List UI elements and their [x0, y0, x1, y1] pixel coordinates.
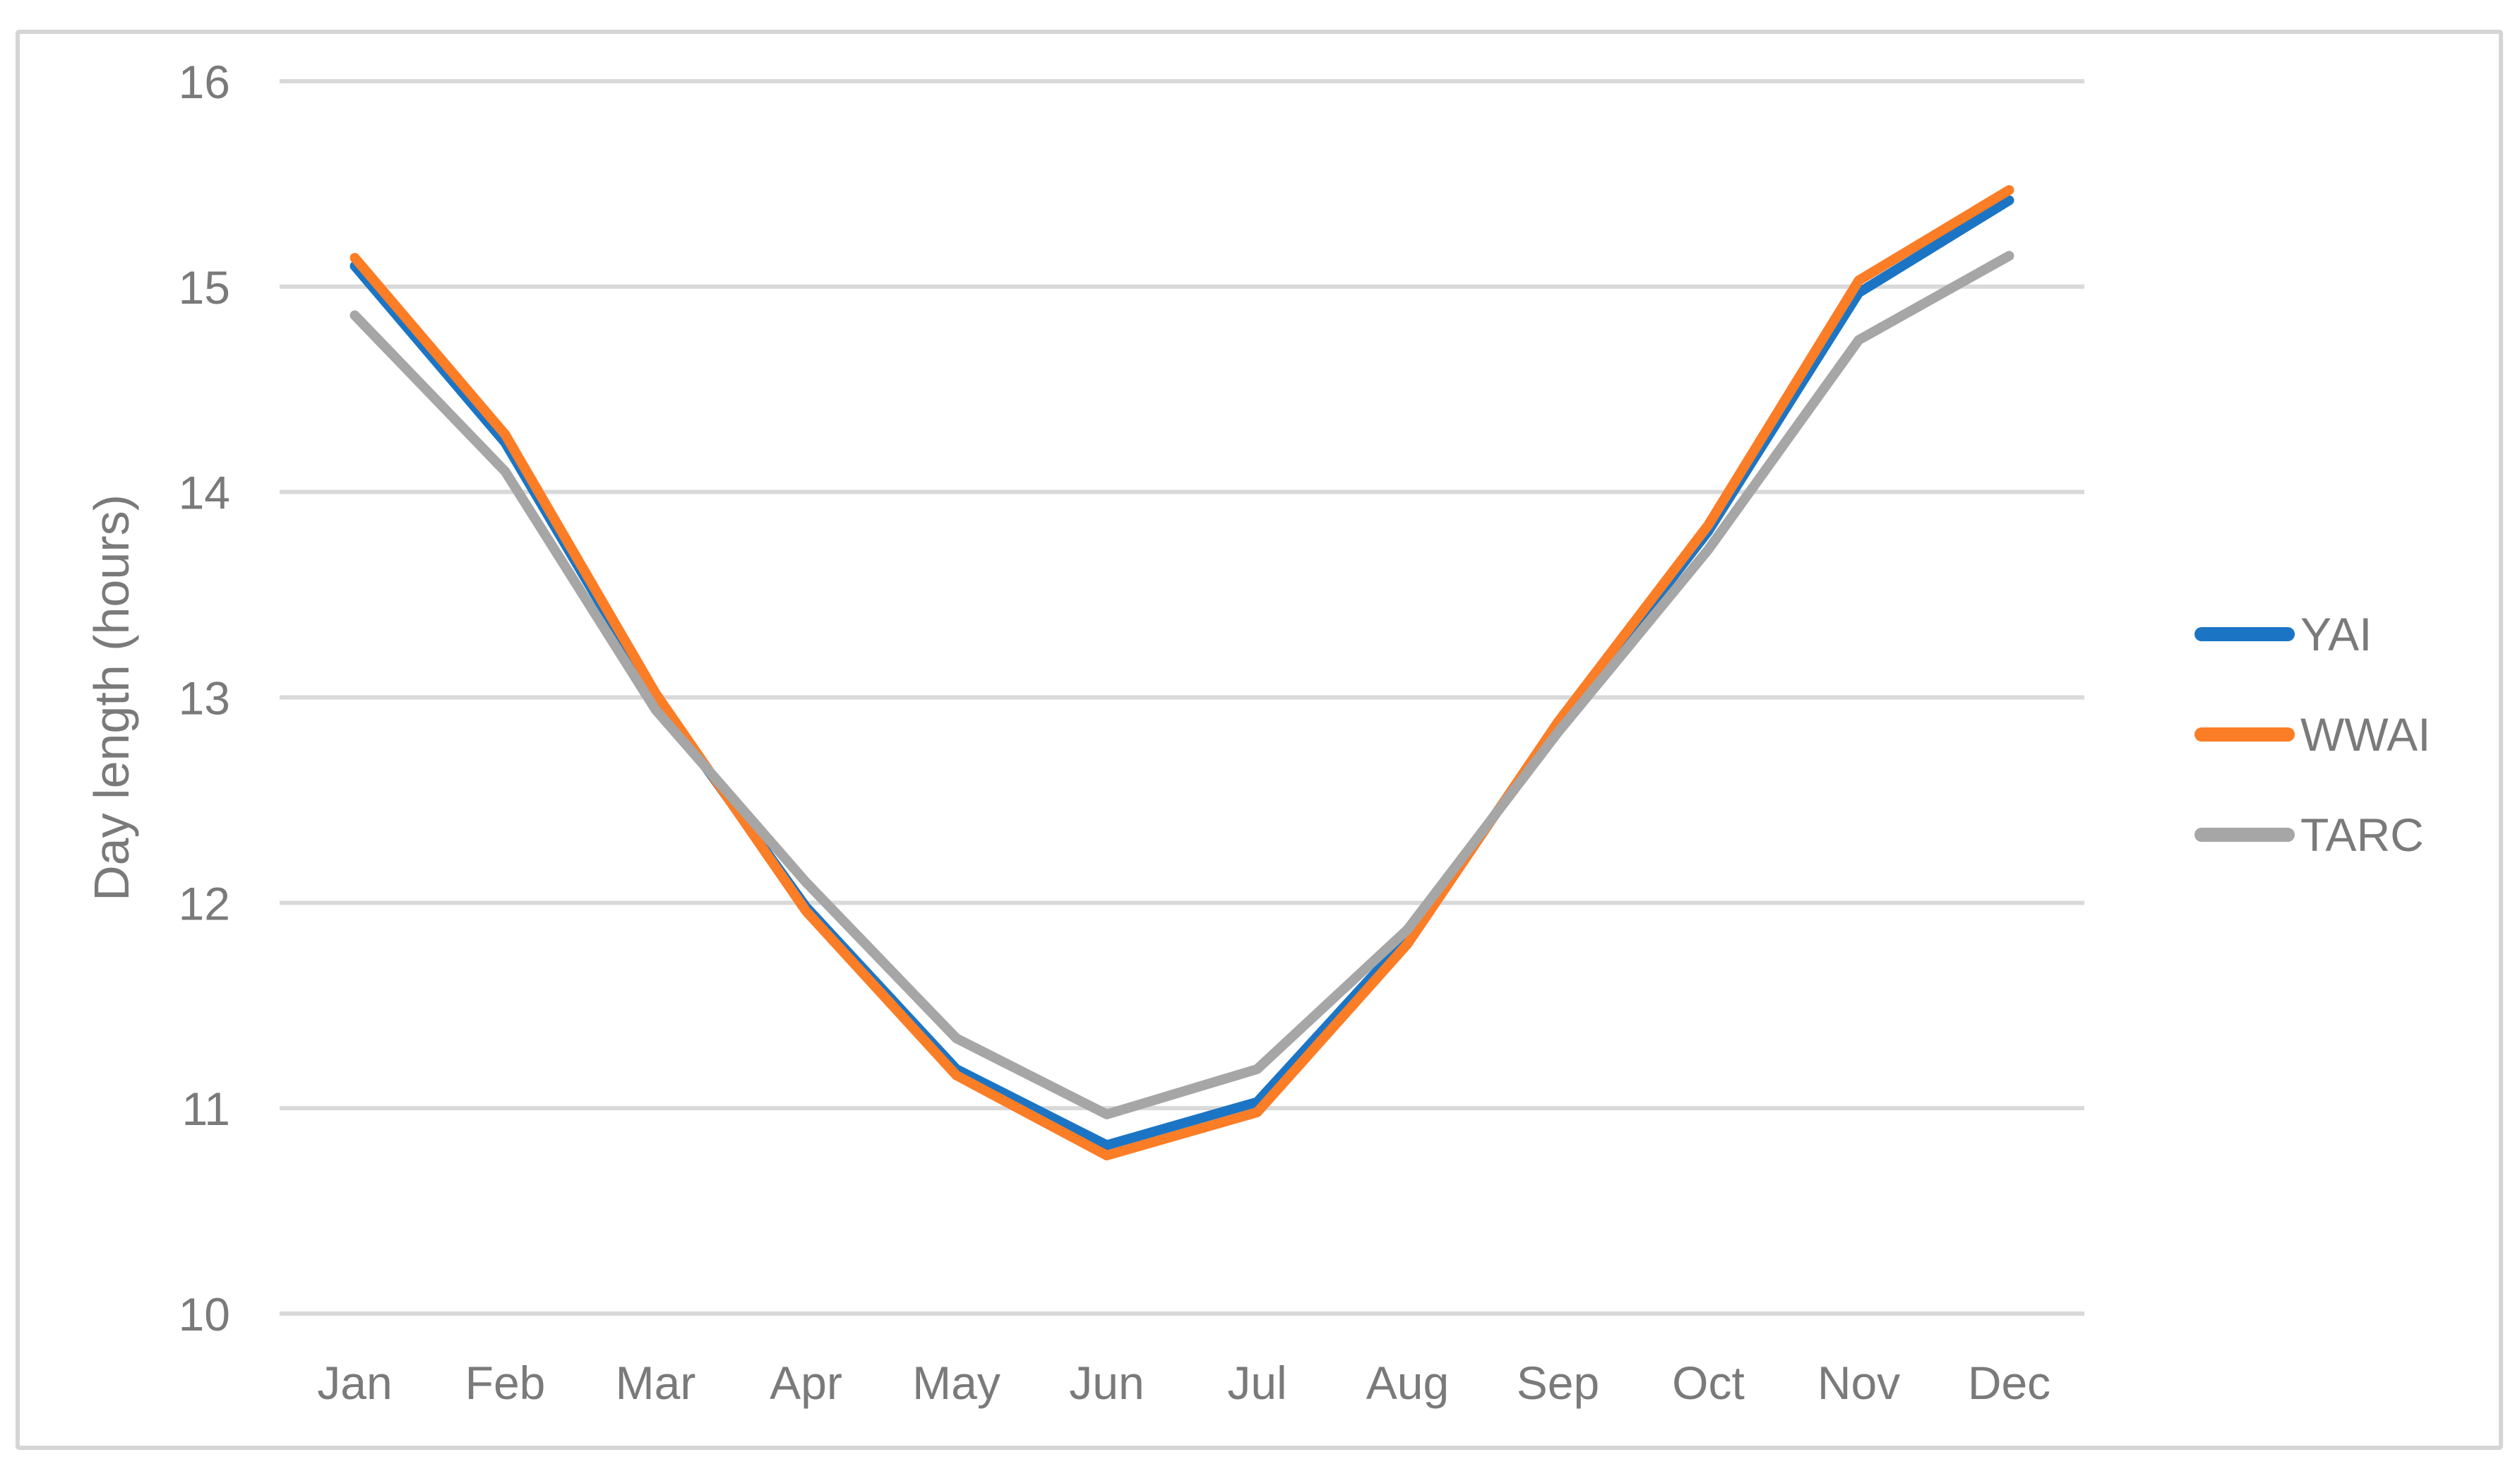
legend-item-YAI: YAI [2194, 608, 2372, 660]
y-tick-label-14: 14 [179, 467, 230, 519]
x-tick-label-Sep: Sep [1517, 1357, 1599, 1409]
data-series-lines [350, 185, 2014, 1161]
y-axis-title: Day length (hours) [84, 494, 139, 901]
x-axis-month-labels: Jan Feb Mar Apr May Jun Jul Aug Sep Oct Nov Dec [317, 1357, 2050, 1409]
x-tick-label-Nov: Nov [1817, 1357, 1900, 1409]
series-line-WWAI [350, 185, 2014, 1161]
y-tick-label-16: 16 [179, 56, 230, 108]
x-tick-label-Jan: Jan [317, 1357, 392, 1409]
x-tick-label-May: May [912, 1357, 1001, 1409]
y-tick-label-12: 12 [179, 877, 230, 929]
figure-border [16, 30, 2503, 1450]
series-line-YAI [350, 195, 2014, 1150]
legend-label-YAI: YAI [2300, 608, 2372, 660]
y-tick-label-15: 15 [179, 261, 230, 314]
legend: YAI WWAI TARC [2194, 608, 2431, 861]
y-tick-label-13: 13 [179, 672, 230, 725]
x-tick-label-Oct: Oct [1672, 1357, 1745, 1409]
x-tick-label-Jun: Jun [1069, 1357, 1144, 1409]
y-tick-label-11: 11 [181, 1083, 230, 1135]
gridlines [280, 79, 2084, 1316]
x-tick-label-Aug: Aug [1366, 1357, 1449, 1409]
legend-label-WWAI: WWAI [2300, 708, 2431, 761]
y-axis-tick-labels: 10 11 12 13 14 15 16 [179, 56, 230, 1340]
x-tick-label-Feb: Feb [465, 1357, 546, 1409]
x-tick-label-Dec: Dec [1968, 1357, 2050, 1409]
legend-item-WWAI: WWAI [2194, 708, 2431, 761]
y-tick-label-10: 10 [179, 1288, 230, 1340]
series-line-TARC [350, 251, 2014, 1119]
legend-label-TARC: TARC [2300, 809, 2424, 861]
legend-item-TARC: TARC [2194, 809, 2424, 861]
x-tick-label-Jul: Jul [1227, 1357, 1286, 1409]
x-tick-label-Mar: Mar [616, 1357, 696, 1409]
x-tick-label-Apr: Apr [770, 1357, 842, 1409]
